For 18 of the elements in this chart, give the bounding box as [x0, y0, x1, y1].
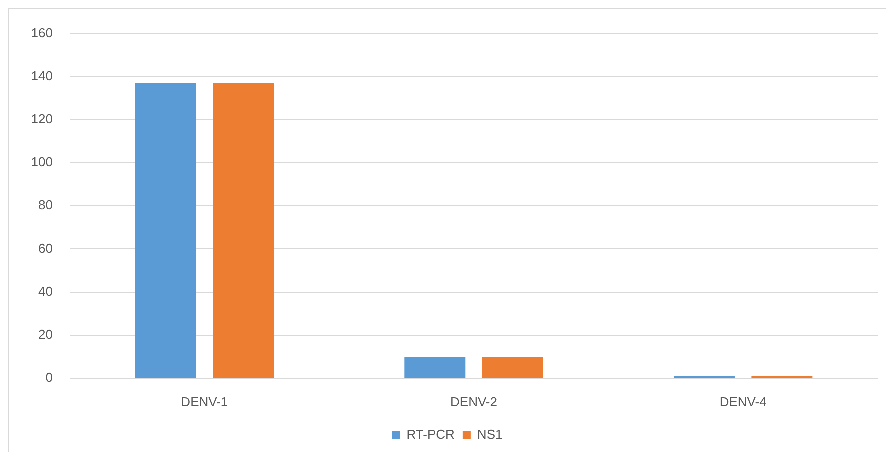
- legend-label: NS1: [477, 427, 503, 442]
- x-tick-label: DENV-2: [450, 394, 498, 410]
- y-tick-label: 0: [46, 370, 53, 386]
- bar: [213, 83, 274, 378]
- bar: [482, 356, 544, 378]
- legend-label: RT-PCR: [406, 427, 455, 442]
- y-tick-label: 60: [38, 240, 53, 256]
- y-tick-label: 100: [31, 154, 53, 170]
- bar: [135, 83, 196, 378]
- x-tick-label: DENV-4: [720, 394, 767, 410]
- y-tick-label: 80: [38, 198, 53, 213]
- y-tick-label: 140: [31, 68, 53, 84]
- y-tick-label: 160: [31, 25, 53, 40]
- y-tick-label: 20: [38, 326, 53, 342]
- y-tick-label: 120: [31, 112, 53, 127]
- x-tick-label: DENV-1: [181, 394, 228, 410]
- bar: [404, 356, 466, 378]
- y-tick-label: 40: [38, 284, 53, 299]
